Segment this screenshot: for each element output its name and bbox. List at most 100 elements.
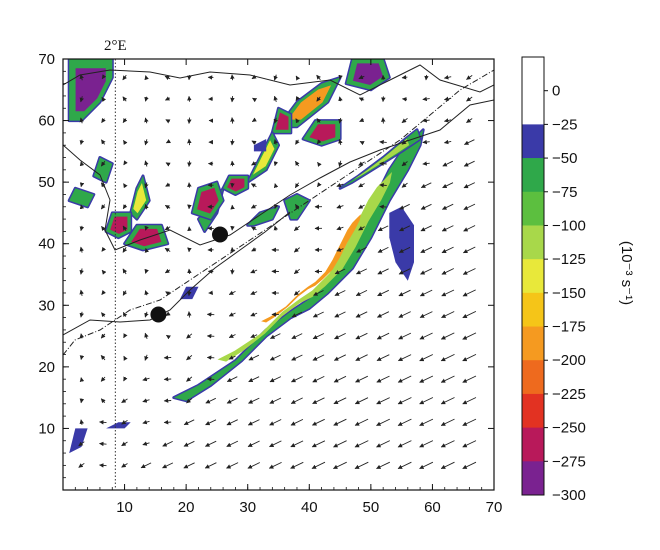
colorbar-tick-label: −250 — [552, 420, 586, 437]
meridian-label: 2°E — [104, 38, 127, 54]
wind-arrow — [122, 74, 128, 81]
wind-arrow — [79, 74, 84, 81]
wind-arrow — [183, 462, 195, 469]
wind-arrow — [311, 461, 326, 469]
wind-arrow — [162, 462, 174, 469]
wind-arrow — [440, 440, 455, 448]
colorbar-swatch — [522, 225, 544, 260]
wind-arrow — [398, 289, 411, 297]
wind-arrow — [144, 117, 149, 124]
wind-arrow — [122, 268, 128, 275]
wind-arrow — [379, 204, 387, 210]
wind-arrow — [440, 375, 455, 383]
colorbar-unit-label: (10⁻³ s⁻¹) — [618, 241, 635, 305]
wind-arrow — [269, 440, 282, 448]
wind-arrow — [186, 333, 193, 339]
wind-arrow — [462, 268, 476, 275]
wind-arrow — [377, 268, 389, 275]
wind-arrow — [123, 355, 128, 361]
wind-arrow — [355, 268, 367, 275]
wind-arrow — [291, 333, 303, 340]
main-band-level-75 — [173, 129, 424, 401]
x-axis: 10 20 30 40 50 60 70 — [62, 59, 502, 516]
blob-19-level-50 — [253, 139, 267, 152]
wind-arrow — [293, 225, 300, 231]
wind-arrow — [354, 461, 369, 470]
wind-arrow — [420, 182, 432, 189]
wind-arrow — [144, 354, 149, 361]
wind-arrow — [397, 418, 412, 426]
wind-arrow — [419, 289, 433, 297]
wind-arrow — [336, 226, 344, 231]
wind-arrow — [122, 204, 128, 210]
wind-arrow — [419, 440, 434, 448]
wind-arrow — [462, 246, 476, 254]
wind-vectors — [78, 74, 477, 470]
wind-arrow — [379, 183, 387, 188]
wind-arrow — [440, 418, 455, 426]
wind-arrow — [376, 418, 390, 426]
wind-arrow — [462, 461, 477, 470]
wind-arrow — [422, 96, 430, 102]
wind-arrow — [79, 246, 84, 253]
wind-arrow — [269, 397, 282, 404]
wind-arrow — [463, 225, 476, 232]
wind-arrow — [123, 160, 128, 166]
wind-arrow — [358, 97, 365, 102]
wind-arrow — [123, 333, 128, 339]
wind-arrow — [273, 95, 278, 103]
wind-arrow — [441, 203, 454, 210]
contour-line-dashdot — [63, 69, 494, 356]
wind-arrow — [358, 204, 365, 209]
colorbar-swatch — [522, 158, 544, 193]
marker-point-a — [150, 306, 167, 323]
wind-arrow — [205, 397, 216, 404]
wind-arrow — [354, 440, 369, 448]
wind-arrow — [162, 440, 173, 447]
wind-arrow — [311, 440, 326, 448]
colorbar-tick-label: 0 — [552, 83, 560, 100]
wind-arrow — [466, 75, 473, 80]
wind-arrow — [101, 97, 107, 103]
wind-arrow — [441, 311, 455, 319]
x-tick-label: 40 — [301, 499, 318, 516]
wind-arrow — [295, 118, 300, 124]
wind-arrow — [440, 332, 455, 340]
wind-arrow — [338, 138, 343, 146]
wind-arrow — [462, 418, 477, 426]
wind-arrow — [142, 376, 150, 382]
wind-arrow — [333, 354, 346, 361]
wind-arrow — [144, 225, 149, 231]
wind-arrow — [101, 269, 107, 275]
wind-arrow — [228, 333, 236, 339]
wind-arrow — [248, 354, 260, 361]
contour-line-top — [63, 64, 494, 96]
wind-arrow — [355, 354, 368, 361]
wind-arrow — [165, 139, 171, 144]
blob-4-level-275 — [275, 112, 289, 130]
wind-arrow — [101, 139, 106, 145]
wind-arrow — [144, 268, 149, 274]
wind-arrow — [165, 182, 171, 187]
wind-arrow — [251, 140, 257, 145]
blob-6-level-150 — [252, 140, 275, 175]
wind-arrow — [422, 161, 430, 166]
wind-arrow — [443, 75, 452, 80]
y-tick-label: 70 — [38, 51, 55, 68]
wind-arrow — [79, 398, 85, 404]
wind-arrow — [251, 247, 257, 252]
colorbar-swatch — [522, 326, 544, 361]
wind-arrow — [100, 333, 106, 339]
wind-arrow — [165, 291, 171, 296]
wind-arrow — [164, 96, 171, 101]
wind-arrow — [379, 161, 387, 166]
wind-arrow — [334, 290, 346, 296]
wind-arrow — [144, 247, 150, 253]
wind-arrow — [401, 182, 408, 188]
wind-arrow — [79, 139, 85, 145]
wind-arrow — [79, 289, 84, 296]
wind-arrow — [269, 419, 282, 426]
wind-arrow — [187, 138, 192, 146]
wind-arrow — [401, 139, 408, 145]
wind-arrow — [140, 462, 152, 469]
